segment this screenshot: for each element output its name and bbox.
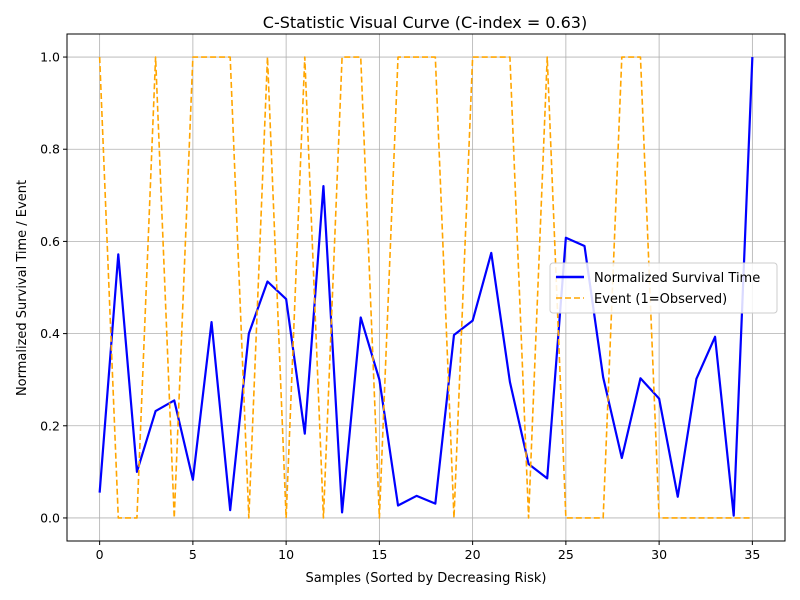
y-tick-label: 1.0 (40, 50, 60, 65)
x-tick-label: 10 (278, 547, 294, 562)
legend: Normalized Survival Time Event (1=Observ… (549, 262, 778, 314)
y-tick-label: 0.0 (40, 510, 60, 525)
axes-frame (66, 33, 786, 542)
x-tick-label: 15 (371, 547, 387, 562)
y-tick-label: 0.2 (40, 418, 60, 433)
y-axis-label: Normalized Survival Time / Event (15, 180, 30, 396)
y-tick-label: 0.4 (40, 326, 60, 341)
event-line (98, 56, 753, 519)
plot-lines (98, 56, 754, 519)
y-ticks: 0.0 0.2 0.4 0.6 0.8 1.0 (40, 50, 67, 525)
legend-label-survival: Normalized Survival Time (594, 271, 760, 286)
x-tick-label: 0 (96, 547, 104, 562)
chart-title: C-Statistic Visual Curve (C-index = 0.63… (263, 13, 587, 32)
y-tick-label: 0.6 (40, 234, 60, 249)
legend-label-event: Event (1=Observed) (594, 292, 727, 307)
survival-time-line (98, 57, 754, 517)
y-tick-label: 0.8 (40, 142, 60, 157)
x-tick-label: 30 (651, 547, 667, 562)
x-tick-label: 5 (189, 547, 197, 562)
x-axis-label: Samples (Sorted by Decreasing Risk) (305, 571, 546, 586)
legend-box (549, 262, 778, 314)
x-tick-label: 20 (465, 547, 481, 562)
x-ticks: 0 5 10 15 20 25 30 35 (96, 541, 760, 562)
x-tick-label: 25 (558, 547, 574, 562)
x-tick-label: 35 (744, 547, 760, 562)
